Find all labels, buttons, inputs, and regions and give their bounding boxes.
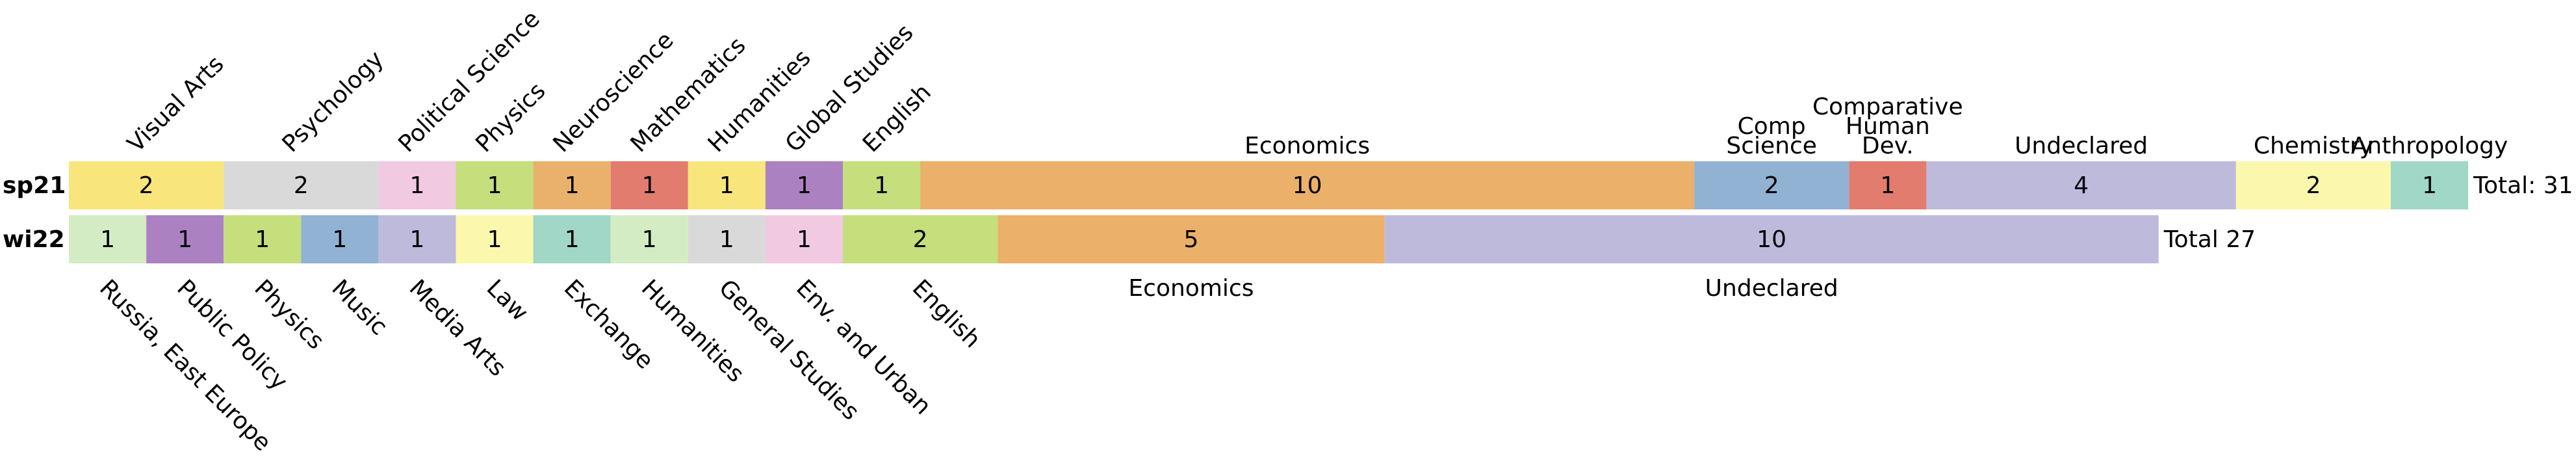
label-line: Undeclared: [1705, 275, 1838, 302]
value-label: 1: [409, 172, 424, 199]
value-label: 1: [487, 226, 502, 253]
value-label: 1: [2422, 172, 2437, 199]
value-label: 1: [1880, 172, 1895, 199]
bar-segment: [456, 161, 534, 209]
segment-label: Comparative Human Dev.: [1812, 94, 1963, 159]
segment-label: Anthropology: [2351, 133, 2508, 159]
bar-segment: [2235, 161, 2391, 209]
bar-segment: [920, 161, 1695, 209]
label-line: Comparative: [1812, 94, 1963, 120]
bar-segment: [533, 161, 611, 209]
bar-segment: [456, 215, 534, 263]
bar-segment: [688, 161, 766, 209]
segment-label: General Studies: [714, 274, 864, 425]
bar-segment: [146, 215, 224, 263]
bar-segment: [69, 215, 147, 263]
bar-segment: [224, 161, 379, 209]
label-line: Economics: [1244, 133, 1370, 159]
bar-segment: [533, 215, 611, 263]
bar-segment: [378, 161, 456, 209]
bar-segment: [1849, 161, 1927, 209]
row-label: wi22: [3, 226, 65, 253]
bar-segment: [610, 161, 688, 209]
segment-label: Political Science: [393, 6, 545, 158]
value-label: 1: [409, 226, 424, 253]
segment-label: Global Studies: [780, 20, 919, 158]
label-line: Science: [1726, 133, 1817, 159]
label-line: Dev.: [1862, 133, 1914, 159]
value-label: 1: [255, 226, 270, 253]
bar-segment: [378, 215, 456, 263]
value-label: 2: [913, 226, 928, 253]
total-label: Total: 31: [2473, 172, 2573, 199]
label-line: Economics: [1128, 275, 1254, 302]
value-label: 1: [487, 172, 502, 199]
segment-label: Economics: [1244, 133, 1370, 159]
value-label: 1: [565, 172, 580, 199]
value-label: 2: [1764, 172, 1779, 199]
value-label: 2: [294, 172, 309, 199]
segment-label: Undeclared: [2015, 133, 2148, 159]
segment-label: Economics: [1128, 275, 1254, 302]
value-label: 1: [719, 172, 734, 199]
label-line: Anthropology: [2351, 133, 2508, 159]
bar-segment: [843, 215, 998, 263]
value-label: 1: [565, 226, 580, 253]
value-label: 1: [719, 226, 734, 253]
bar-segment: [688, 215, 766, 263]
segment-label: Psychology: [277, 46, 389, 158]
bar-segment: [2391, 161, 2469, 209]
label-line: Comp: [1738, 113, 1806, 140]
bar-segment: [1694, 161, 1849, 209]
value-label: 10: [1293, 172, 1322, 199]
value-label: 1: [797, 172, 812, 199]
value-label: 1: [642, 226, 657, 253]
bar-segment: [301, 215, 379, 263]
row-label: sp21: [3, 172, 66, 199]
segment-label: Chemistry: [2254, 133, 2373, 159]
segment-label: English: [858, 79, 936, 157]
segment-label: Physics: [470, 77, 550, 157]
value-label: 10: [1757, 226, 1786, 253]
value-label: 2: [2306, 172, 2321, 199]
value-label: 1: [100, 226, 115, 253]
value-label: 1: [874, 172, 889, 199]
segment-label: Comp Science: [1726, 113, 1817, 159]
bar-segment: [69, 161, 224, 209]
bar-segment: [610, 215, 688, 263]
label-line: Chemistry: [2254, 133, 2373, 159]
value-label: 1: [177, 226, 192, 253]
bar-segment: [765, 161, 843, 209]
segment-label: English: [907, 274, 986, 353]
segment-label: Visual Arts: [122, 51, 229, 157]
bar-segment: [843, 161, 921, 209]
segment-label: Law: [482, 274, 534, 326]
bar-segment: [1926, 161, 2236, 209]
segment-label: Music: [326, 274, 392, 340]
bar-segment: [1384, 215, 2159, 263]
segment-label: Physics: [249, 274, 329, 354]
segment-label: Undeclared: [1705, 275, 1838, 302]
bar-segment: [998, 215, 1385, 263]
total-label: Total 27: [2163, 226, 2256, 253]
label-line: Human: [1846, 113, 1930, 140]
value-label: 5: [1183, 226, 1198, 253]
value-label: 1: [332, 226, 347, 253]
bar-segment: [224, 215, 302, 263]
label-line: Undeclared: [2015, 133, 2148, 159]
value-label: 1: [642, 172, 657, 199]
value-label: 2: [139, 172, 154, 199]
value-label: 1: [797, 226, 812, 253]
bar-segment: [765, 215, 843, 263]
value-label: 4: [2074, 172, 2089, 199]
